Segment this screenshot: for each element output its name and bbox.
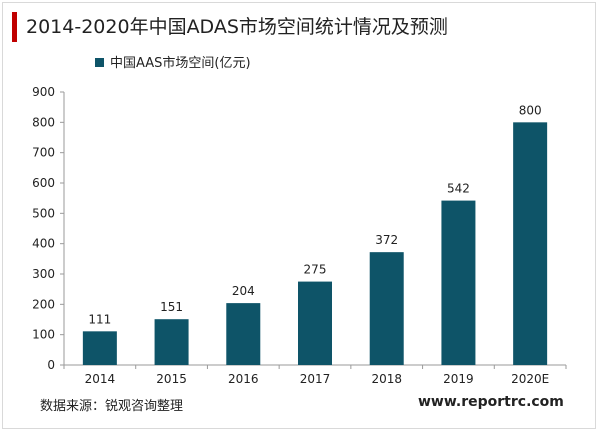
bar-2016 <box>226 303 261 365</box>
data-label: 542 <box>447 182 470 196</box>
bar-2014 <box>82 331 117 365</box>
y-tick-label: 700 <box>32 146 55 160</box>
x-tick-label: 2020E <box>511 372 549 386</box>
data-label: 151 <box>160 300 183 314</box>
bar-2020e <box>513 122 548 365</box>
website-watermark: www.reportrc.com <box>418 394 564 410</box>
y-tick-label: 900 <box>32 85 55 99</box>
data-source-note: 数据来源：锐观咨询整理 <box>40 399 184 414</box>
y-tick-label: 600 <box>32 176 55 190</box>
y-tick-label: 100 <box>32 328 55 342</box>
data-label: 372 <box>375 233 398 247</box>
x-tick-label: 2016 <box>228 372 259 386</box>
legend-swatch <box>95 58 104 67</box>
x-tick-label: 2014 <box>85 372 116 386</box>
data-label: 204 <box>232 284 255 298</box>
y-tick-label: 0 <box>47 358 55 372</box>
bar-2017 <box>298 281 332 365</box>
y-tick-label: 300 <box>32 267 55 281</box>
x-tick-label: 2018 <box>371 372 402 386</box>
legend-label: 中国AAS市场空间(亿元) <box>110 55 251 71</box>
x-tick-label: 2017 <box>300 372 331 386</box>
bar-2015 <box>154 319 189 365</box>
data-label: 111 <box>88 312 111 326</box>
bar-2019 <box>441 200 476 365</box>
data-label: 800 <box>519 103 542 117</box>
data-label: 275 <box>304 263 327 277</box>
x-tick-label: 2015 <box>156 372 187 386</box>
y-tick-label: 200 <box>32 297 55 311</box>
title-accent-bar <box>12 12 17 42</box>
x-tick-label: 2019 <box>443 372 474 386</box>
y-tick-label: 500 <box>32 206 55 220</box>
chart-title: 2014-2020年中国ADAS市场空间统计情况及预测 <box>26 16 448 38</box>
bar-2018 <box>369 252 404 365</box>
y-tick-label: 800 <box>32 115 55 129</box>
y-tick-label: 400 <box>32 237 55 251</box>
